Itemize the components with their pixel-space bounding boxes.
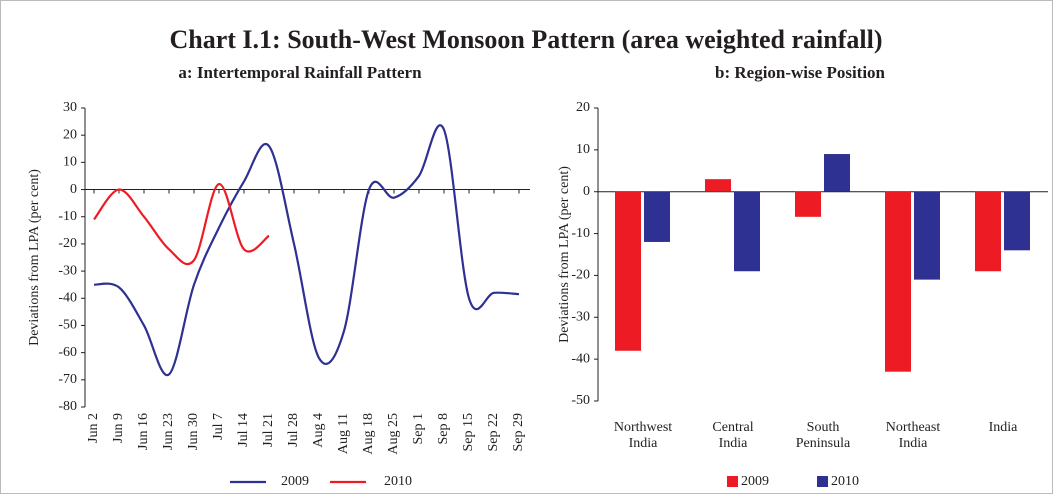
x-tick-label: Sep 8 [436,413,451,445]
chart-title: Chart I.1: South-West Monsoon Pattern (a… [169,25,882,54]
y-tick-label: -60 [58,345,77,360]
bar [795,191,821,217]
y-tick-label: 10 [576,142,590,157]
y-tick-label: -50 [571,393,590,408]
y-tick-label: -10 [571,226,590,241]
y-tick-label: -10 [58,209,77,224]
y-tick-label: -20 [58,236,77,251]
y-axis-label: Deviations from LPA (per cent) [27,169,42,346]
bar [734,191,760,272]
x-tick-label: Jun 9 [111,413,126,443]
x-tick-label: Northeast India [886,420,941,451]
series-line [93,183,270,266]
legend-label: 2009 [281,474,309,489]
x-tick-label: Sep 22 [486,413,501,452]
y-tick-label: 20 [576,100,590,115]
bar [644,191,670,242]
x-tick-label: Jul 21 [261,413,276,447]
x-tick-label: India [989,420,1019,435]
legend-label: 2010 [831,474,859,489]
y-axis-label: Deviations from LPA (per cent) [557,166,572,343]
x-tick-label: Jul 14 [236,413,251,447]
x-tick-label: Aug 25 [386,413,401,455]
y-tick-label: 20 [63,127,77,142]
bar [885,191,911,372]
bar [705,179,731,192]
x-tick-label: Jul 28 [286,413,301,447]
bar [975,191,1001,272]
legend-label: 2009 [741,474,769,489]
y-tick-label: -20 [571,268,590,283]
x-tick-label: Aug 18 [361,413,376,455]
x-tick-label: Jun 30 [186,413,201,450]
subtitle: b: Region-wise Position [715,63,886,82]
x-tick-label: Sep 29 [511,413,526,452]
bar [1004,191,1030,251]
x-tick-label: Jun 23 [161,413,176,450]
x-tick-label: Jun 2 [86,413,101,443]
bar [914,191,940,280]
y-tick-label: -30 [58,263,77,278]
legend-swatch [727,476,738,487]
x-tick-label: Northwest India [614,420,672,451]
y-tick-label: -70 [58,372,77,387]
legend-label: 2010 [384,474,412,489]
y-tick-label: -80 [58,399,77,414]
x-tick-label: Jul 7 [211,413,226,440]
y-tick-label: 0 [70,182,77,197]
x-tick-label: Jun 16 [136,413,151,450]
legend-swatch [817,476,828,487]
bar [615,191,641,351]
subtitle: a: Intertemporal Rainfall Pattern [178,63,422,82]
x-tick-label: Sep 1 [411,413,426,445]
y-tick-label: 0 [583,184,590,199]
y-tick-label: -30 [571,310,590,325]
x-tick-label: Aug 4 [311,413,326,448]
y-tick-label: -50 [58,318,77,333]
y-tick-label: 10 [63,155,77,170]
x-tick-label: South Peninsula [796,420,851,451]
y-tick-label: 30 [63,100,77,115]
y-tick-label: -40 [58,290,77,305]
x-tick-label: Aug 11 [336,413,351,454]
y-tick-label: -40 [571,351,590,366]
x-tick-label: Sep 15 [461,413,476,452]
bar [824,154,850,192]
x-tick-label: Central India [712,420,753,451]
series-line [93,124,520,377]
